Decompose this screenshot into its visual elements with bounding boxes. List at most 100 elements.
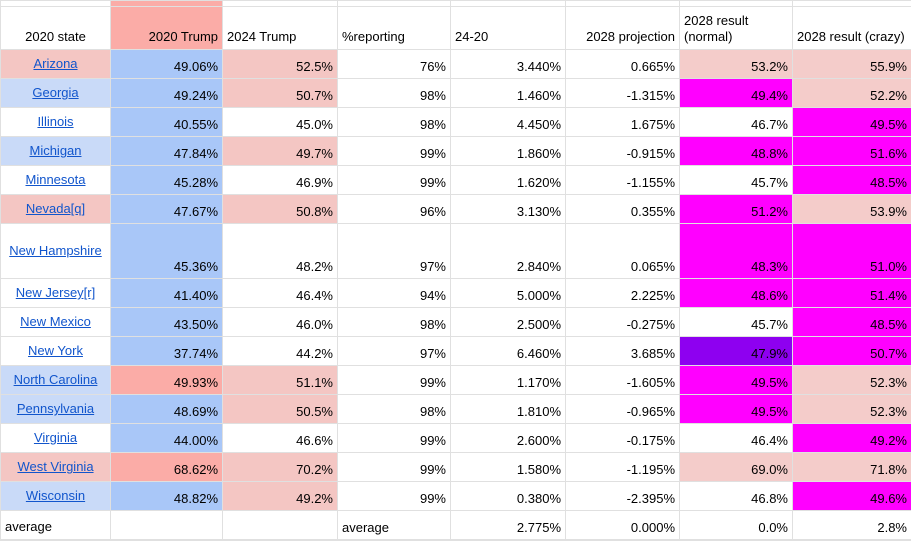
value-cell[interactable]: 99% [338,453,451,482]
value-cell[interactable]: 43.50% [111,308,223,337]
value-cell[interactable]: 98% [338,308,451,337]
value-cell[interactable]: 3.130% [451,195,566,224]
state-link[interactable]: Nevada[q] [26,201,85,216]
value-cell[interactable]: 51.4% [793,279,911,308]
value-cell[interactable]: 3.440% [451,50,566,79]
value-cell[interactable]: 99% [338,366,451,395]
state-cell[interactable]: North Carolina [1,366,111,395]
value-cell[interactable]: 51.1% [223,366,338,395]
value-cell[interactable]: 49.4% [680,79,793,108]
value-cell[interactable]: -0.915% [566,137,680,166]
value-cell[interactable]: -0.175% [566,424,680,453]
value-cell[interactable]: 37.74% [111,337,223,366]
value-cell[interactable]: 49.06% [111,50,223,79]
value-cell[interactable]: 45.36% [111,224,223,279]
value-cell[interactable]: 46.4% [680,424,793,453]
state-link[interactable]: New Jersey[r] [16,285,95,300]
value-cell[interactable]: 1.675% [566,108,680,137]
value-cell[interactable]: 98% [338,79,451,108]
value-cell[interactable]: -0.965% [566,395,680,424]
value-cell[interactable]: 98% [338,395,451,424]
value-cell[interactable]: 46.9% [223,166,338,195]
value-cell[interactable]: 52.5% [223,50,338,79]
empty-cell[interactable] [223,540,338,541]
value-cell[interactable]: 44.2% [223,337,338,366]
state-link[interactable]: New York [28,343,83,358]
state-cell[interactable]: New Jersey[r] [1,279,111,308]
column-header-trump-2020[interactable]: 2020 Trump [111,7,223,50]
value-cell[interactable]: 53.2% [680,50,793,79]
value-cell[interactable]: 6.460% [451,337,566,366]
state-cell[interactable]: Virginia [1,424,111,453]
state-cell[interactable]: New Hampshire [1,224,111,279]
state-cell[interactable]: New York [1,337,111,366]
state-link[interactable]: Wisconsin [26,488,85,503]
value-cell[interactable]: 2.600% [451,424,566,453]
value-cell[interactable]: 48.8% [680,137,793,166]
value-cell[interactable]: 99% [338,137,451,166]
value-cell[interactable]: 51.0% [793,224,911,279]
column-header-reporting[interactable]: %reporting [338,7,451,50]
value-cell[interactable]: 2.840% [451,224,566,279]
value-cell[interactable]: 49.7% [223,137,338,166]
value-cell[interactable]: 51.6% [793,137,911,166]
value-cell[interactable]: 45.7% [680,166,793,195]
value-cell[interactable] [111,511,223,540]
value-cell[interactable]: 68.62% [111,453,223,482]
value-cell[interactable]: 0.665% [566,50,680,79]
state-cell[interactable]: average [1,511,111,540]
value-cell[interactable]: 50.5% [223,395,338,424]
state-link[interactable]: Michigan [29,143,81,158]
column-header-projection-2028[interactable]: 2028 projection [566,7,680,50]
column-header-trump-2024[interactable]: 2024 Trump [223,7,338,50]
value-cell[interactable]: 96% [338,195,451,224]
empty-cell[interactable] [1,540,111,541]
value-cell[interactable]: 47.84% [111,137,223,166]
value-cell[interactable]: -1.195% [566,453,680,482]
state-cell[interactable]: Georgia [1,79,111,108]
value-cell[interactable]: 55.9% [793,50,911,79]
value-cell[interactable]: 99% [338,424,451,453]
state-cell[interactable]: Nevada[q] [1,195,111,224]
empty-cell[interactable] [680,540,793,541]
value-cell[interactable]: 50.7% [793,337,911,366]
value-cell[interactable]: 4.450% [451,108,566,137]
column-header-diff-24-20[interactable]: 24-20 [451,7,566,50]
value-cell[interactable]: 5.000% [451,279,566,308]
state-link[interactable]: Georgia [32,85,78,100]
value-cell[interactable]: 69.0% [680,453,793,482]
state-link[interactable]: West Virginia [17,459,93,474]
empty-cell[interactable] [338,540,451,541]
value-cell[interactable]: 46.6% [223,424,338,453]
value-cell[interactable]: 48.5% [793,166,911,195]
column-header-state[interactable]: 2020 state [1,7,111,50]
value-cell[interactable]: 70.2% [223,453,338,482]
value-cell[interactable]: 52.2% [793,79,911,108]
value-cell[interactable]: 49.5% [680,395,793,424]
value-cell[interactable]: 49.5% [793,108,911,137]
value-cell[interactable]: 52.3% [793,366,911,395]
value-cell[interactable]: 2.225% [566,279,680,308]
value-cell[interactable]: 1.860% [451,137,566,166]
value-cell[interactable]: -0.275% [566,308,680,337]
value-cell[interactable] [223,511,338,540]
value-cell[interactable]: -1.155% [566,166,680,195]
value-cell[interactable]: 0.0% [680,511,793,540]
value-cell[interactable]: 49.24% [111,79,223,108]
value-cell[interactable]: 94% [338,279,451,308]
value-cell[interactable]: 97% [338,224,451,279]
value-cell[interactable]: 46.0% [223,308,338,337]
value-cell[interactable]: 97% [338,337,451,366]
state-cell[interactable]: Michigan [1,137,111,166]
value-cell[interactable]: 47.67% [111,195,223,224]
state-link[interactable]: Arizona [33,56,77,71]
value-cell[interactable]: 47.9% [680,337,793,366]
value-cell[interactable]: 1.460% [451,79,566,108]
value-cell[interactable]: 45.7% [680,308,793,337]
value-cell[interactable]: 2.8% [793,511,911,540]
empty-cell[interactable] [111,540,223,541]
value-cell[interactable]: 46.7% [680,108,793,137]
state-link[interactable]: New Mexico [20,314,91,329]
value-cell[interactable]: -1.605% [566,366,680,395]
value-cell[interactable]: 48.3% [680,224,793,279]
